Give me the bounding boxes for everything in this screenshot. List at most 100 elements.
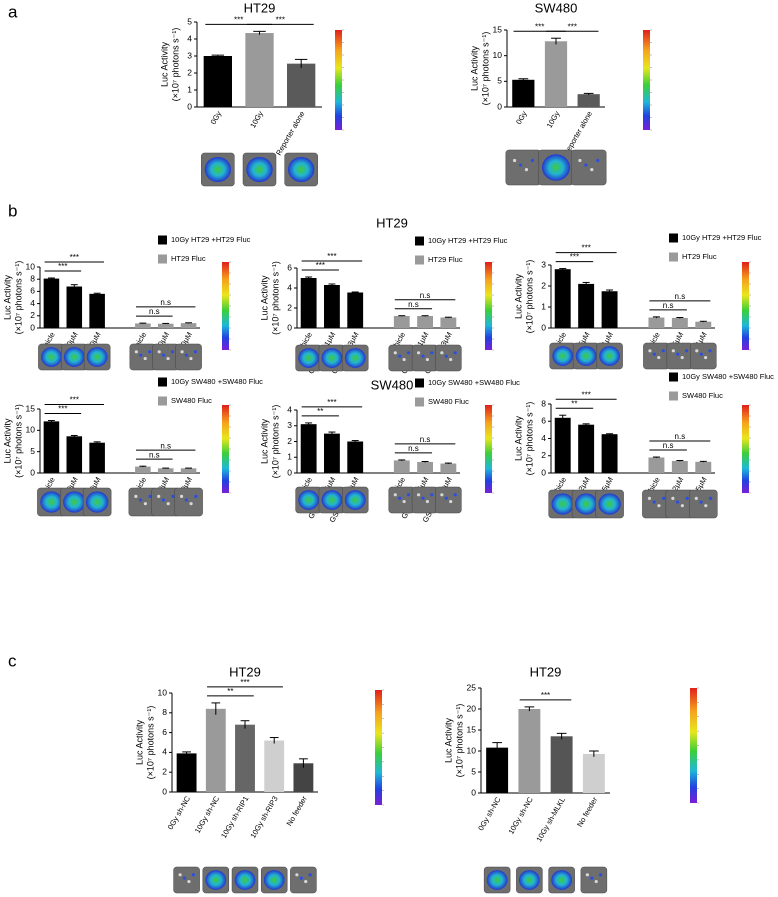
luminescence-spot	[676, 352, 680, 356]
x-tick-label: 10Gy	[545, 109, 562, 129]
y-tick-label: 2	[541, 450, 546, 460]
luminescence-spot	[178, 873, 182, 877]
y-tick-label: 0	[287, 322, 292, 332]
y-tick-label: 10	[493, 50, 503, 60]
y-axis-unit: (×10⁷ photons s⁻¹)	[524, 402, 534, 476]
y-tick-label: 0	[497, 101, 502, 111]
bar	[550, 736, 573, 793]
bar	[671, 460, 688, 473]
luminescence-signal	[518, 870, 540, 890]
luminescence-signal	[287, 156, 315, 183]
significance-label: n.s	[675, 432, 686, 441]
y-tick-label: 6	[541, 416, 546, 426]
x-tick-label: 0Gy sh-NC	[476, 795, 503, 832]
luminescence-spot	[453, 493, 457, 497]
y-tick-label: 15	[493, 24, 503, 34]
luminescence-spot	[180, 350, 184, 354]
luminescence-spot	[430, 351, 434, 355]
legend-label: 10Gy SW480 +SW480 Fluc	[682, 372, 774, 381]
y-axis-label: Luc Activity	[2, 274, 12, 320]
x-tick-label: 10Gy sh-NC	[506, 795, 535, 836]
luminescence-spot	[699, 500, 703, 504]
luminescence-spot	[524, 168, 529, 172]
luminescence-spot	[596, 158, 600, 163]
bar	[300, 278, 317, 328]
luminescence-signal	[575, 346, 597, 366]
luminescence-spot	[425, 499, 430, 504]
luminescence-spot	[191, 873, 195, 877]
luminescence-image	[152, 343, 179, 371]
legend-swatch	[415, 236, 424, 246]
y-tick-label: 8	[541, 398, 546, 408]
luminescence-spot	[157, 494, 161, 498]
y-tick-label: 25	[467, 682, 477, 692]
y-tick-label: 0	[471, 787, 476, 797]
bar	[518, 709, 541, 793]
y-tick-label: 8	[162, 707, 167, 717]
luminescence-spot	[416, 493, 421, 497]
legend-swatch	[669, 233, 678, 243]
y-tick-label: 5	[30, 446, 35, 456]
y-tick-label: 0	[30, 467, 35, 477]
luminescence-spot	[299, 876, 303, 880]
luminescence-image	[388, 344, 416, 372]
x-tick-label: 10Gy sh-MLKL	[534, 795, 567, 843]
y-tick-label: 0	[162, 786, 167, 796]
significance-label: ***	[581, 390, 590, 399]
legend-swatch	[158, 254, 167, 264]
y-tick-label: 6	[287, 262, 292, 272]
luminescence-spot	[171, 494, 175, 498]
luminescence-spot	[512, 158, 517, 163]
y-axis-label: Luc Activity	[259, 418, 269, 464]
luminescence-spot	[170, 350, 175, 354]
luminescence-image	[411, 486, 439, 514]
bar	[648, 457, 665, 473]
luminescence-spot	[657, 504, 661, 508]
luminescence-image	[174, 487, 203, 517]
x-tick-label: 10Gy sh-RIP3	[248, 794, 279, 839]
y-axis-label: Luc Activity	[513, 273, 523, 319]
y-axis-unit: (×10⁷ photons s⁻¹)	[270, 261, 280, 335]
legend-label: 10Gy SW480 +SW480 Fluc	[428, 378, 520, 387]
y-tick-label: 0	[30, 322, 35, 332]
y-tick-label: 2	[30, 310, 35, 320]
legend-label: HT29 Fluc	[171, 254, 206, 263]
colorbar	[485, 262, 492, 350]
x-tick-label: 0Gy	[209, 109, 224, 126]
significance-label: n.s	[675, 292, 686, 301]
y-axis-unit: (×10⁷ photons s⁻¹)	[270, 405, 280, 479]
legend-swatch	[158, 396, 167, 406]
significance-label: ***	[240, 678, 249, 687]
bar	[577, 94, 600, 107]
significance-label: ***	[58, 405, 67, 414]
luminescence-spot	[444, 496, 448, 500]
luminescence-image	[290, 866, 317, 894]
bar	[578, 283, 595, 328]
significance-label: n.s	[420, 291, 431, 300]
luminescence-signal	[321, 490, 343, 510]
luminescence-image	[173, 866, 200, 894]
luminescence-spot	[194, 494, 198, 498]
significance-label: n.s	[408, 444, 419, 453]
luminescence-spot	[166, 502, 170, 506]
luminescence-spot	[652, 500, 656, 504]
y-tick-label: 6	[30, 286, 35, 296]
luminescence-spot	[421, 496, 425, 500]
significance-label: n.s	[160, 441, 171, 450]
significance-label: **	[317, 407, 323, 416]
luminescence-spot	[685, 496, 689, 500]
luminescence-signal	[344, 348, 366, 368]
y-tick-label: 5	[497, 76, 502, 86]
y-tick-label: 1	[541, 301, 546, 311]
luminescence-spot	[157, 350, 161, 354]
x-tick-label: 10Gy sh-RIP1	[219, 794, 250, 839]
luminescence-spot	[695, 349, 699, 353]
bar	[135, 323, 151, 328]
bar	[486, 747, 509, 793]
bar	[135, 466, 151, 473]
luminescence-spot	[416, 351, 421, 355]
luminescence-signal	[41, 347, 62, 367]
bar	[393, 460, 410, 473]
legend-swatch	[669, 372, 678, 382]
significance-label: **	[571, 399, 577, 408]
